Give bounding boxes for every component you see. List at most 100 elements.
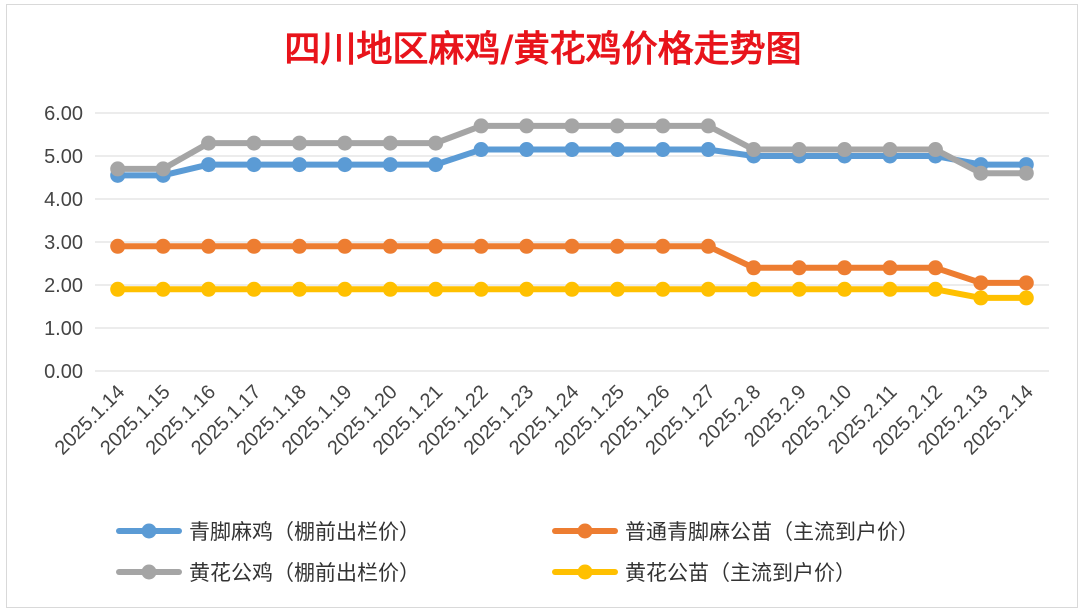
legend-swatch-marker: [141, 564, 157, 580]
data-point: [973, 275, 989, 291]
data-point: [927, 281, 943, 297]
data-point: [973, 165, 989, 181]
data-point: [337, 238, 353, 254]
series-3: [110, 281, 1034, 306]
data-point: [700, 142, 716, 158]
data-point: [746, 142, 762, 158]
legend-swatch-marker: [141, 523, 157, 539]
chart-frame: 四川地区麻鸡/黄花鸡价格走势图 0.00 1.00 2.00 3.00 4.00 5.00…: [6, 4, 1078, 608]
data-point: [927, 142, 943, 158]
data-point: [519, 281, 535, 297]
y-tick-label: 1.00: [44, 318, 83, 340]
data-point: [1018, 290, 1034, 306]
data-point: [246, 157, 262, 173]
legend-item: 普通青脚麻公苗（主流到户价）: [552, 520, 919, 544]
data-point: [837, 142, 853, 158]
data-point: [382, 281, 398, 297]
data-point: [291, 135, 307, 151]
data-point: [882, 281, 898, 297]
data-point: [201, 281, 217, 297]
data-point: [110, 281, 126, 297]
y-tick-label: 5.00: [44, 146, 83, 168]
data-point: [837, 260, 853, 276]
data-point: [564, 281, 580, 297]
data-point: [564, 238, 580, 254]
data-point: [519, 238, 535, 254]
y-tick-label: 3.00: [44, 232, 83, 254]
data-point: [428, 157, 444, 173]
x-axis-ticks: 2025.1.142025.1.152025.1.162025.1.172025…: [51, 381, 1038, 459]
data-point: [382, 238, 398, 254]
y-tick-label: 4.00: [44, 189, 83, 211]
legend-label: 青脚麻鸡（棚前出栏价）: [189, 520, 420, 544]
data-point: [246, 281, 262, 297]
y-axis-ticks: 0.00 1.00 2.00 3.00 4.00 5.00 6.00: [44, 103, 83, 383]
data-point: [337, 157, 353, 173]
data-point: [382, 157, 398, 173]
legend-swatch-marker: [577, 523, 593, 539]
data-point: [973, 290, 989, 306]
data-point: [609, 142, 625, 158]
data-point: [201, 157, 217, 173]
data-point: [655, 281, 671, 297]
data-point: [655, 238, 671, 254]
data-point: [110, 238, 126, 254]
legend-label: 黄花公鸡（棚前出栏价）: [189, 561, 420, 585]
series-group: [110, 118, 1034, 306]
series-2: [110, 118, 1034, 181]
legend: 青脚麻鸡（棚前出栏价） 普通青脚麻公苗（主流到户价） 黄花公鸡（棚前出栏价） 黄花公苗…: [116, 520, 919, 585]
data-point: [655, 118, 671, 134]
data-point: [337, 135, 353, 151]
legend-swatch-marker: [577, 564, 593, 580]
data-point: [473, 118, 489, 134]
data-point: [110, 161, 126, 177]
data-point: [791, 281, 807, 297]
chart-title: 四川地区麻鸡/黄花鸡价格走势图: [284, 28, 801, 70]
legend-item: 黄花公苗（主流到户价）: [552, 561, 856, 585]
data-point: [155, 281, 171, 297]
data-point: [473, 142, 489, 158]
data-point: [519, 142, 535, 158]
data-point: [201, 238, 217, 254]
data-point: [246, 238, 262, 254]
y-tick-label: 2.00: [44, 275, 83, 297]
y-tick-label: 6.00: [44, 103, 83, 125]
data-point: [746, 260, 762, 276]
data-point: [1018, 275, 1034, 291]
data-point: [746, 281, 762, 297]
data-point: [337, 281, 353, 297]
data-point: [564, 118, 580, 134]
data-point: [155, 161, 171, 177]
legend-label: 普通青脚麻公苗（主流到户价）: [625, 520, 919, 544]
data-point: [700, 281, 716, 297]
legend-label: 黄花公苗（主流到户价）: [625, 561, 856, 585]
data-point: [791, 260, 807, 276]
data-point: [201, 135, 217, 151]
data-point: [291, 238, 307, 254]
data-point: [155, 238, 171, 254]
data-point: [382, 135, 398, 151]
data-point: [882, 142, 898, 158]
data-point: [473, 281, 489, 297]
data-point: [609, 118, 625, 134]
data-point: [609, 281, 625, 297]
data-point: [473, 238, 489, 254]
data-point: [291, 281, 307, 297]
legend-item: 青脚麻鸡（棚前出栏价）: [116, 520, 420, 544]
data-point: [791, 142, 807, 158]
data-point: [1018, 165, 1034, 181]
line-chart: 四川地区麻鸡/黄花鸡价格走势图 0.00 1.00 2.00 3.00 4.00 5.00…: [44, 28, 1049, 585]
data-point: [927, 260, 943, 276]
data-point: [428, 238, 444, 254]
data-point: [428, 135, 444, 151]
data-point: [246, 135, 262, 151]
data-point: [882, 260, 898, 276]
data-point: [564, 142, 580, 158]
data-point: [428, 281, 444, 297]
data-point: [519, 118, 535, 134]
data-point: [700, 118, 716, 134]
legend-item: 黄花公鸡（棚前出栏价）: [116, 561, 420, 585]
data-point: [609, 238, 625, 254]
y-tick-label: 0.00: [44, 361, 83, 383]
data-point: [700, 238, 716, 254]
